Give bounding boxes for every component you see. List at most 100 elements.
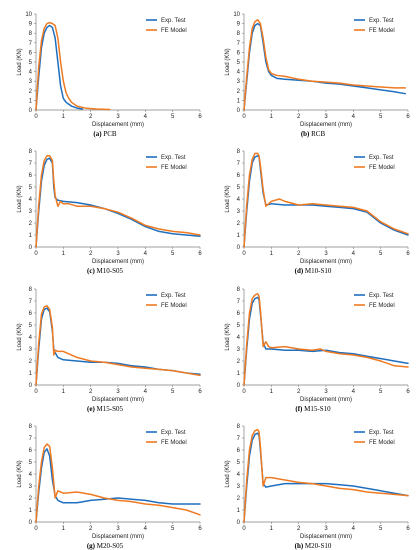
- y-tick-label: 1: [29, 98, 33, 104]
- series-line: [35, 21, 111, 111]
- x-tick-label: 1: [62, 251, 66, 257]
- y-tick-label: 5: [29, 460, 33, 466]
- y-tick-label: 6: [29, 50, 33, 56]
- y-tick-label: 4: [237, 335, 241, 341]
- x-tick-label: 5: [379, 114, 383, 120]
- y-tick-label: 5: [237, 460, 241, 466]
- series-line: [243, 432, 409, 523]
- x-tick-label: 5: [171, 526, 175, 532]
- y-tick-label: 2: [237, 496, 241, 502]
- series-line: [35, 307, 201, 386]
- chart-panel: 0 1 2 3 4 5 6 7 8 0 1 2 3 4 5 6 Displacement (mm) Load (K…: [17, 424, 202, 550]
- x-tick-label: 2: [89, 114, 93, 120]
- x-tick-label: 0: [34, 251, 38, 257]
- y-tick-label: 3: [237, 209, 241, 215]
- legend-label: Exp. Test: [369, 430, 394, 436]
- legend-label: FE Model: [161, 303, 187, 309]
- x-tick-label: 4: [352, 251, 356, 257]
- y-tick-label: 5: [29, 185, 33, 191]
- x-tick-label: 1: [270, 251, 274, 257]
- x-axis-label: Displacement (mm): [300, 122, 352, 128]
- panel-caption: (f) M15-S10: [295, 405, 331, 413]
- x-tick-label: 1: [62, 114, 66, 120]
- x-tick-label: 4: [144, 526, 148, 532]
- y-axis-label: Load (KN): [17, 48, 23, 75]
- legend-label: FE Model: [369, 28, 395, 34]
- x-tick-label: 5: [171, 251, 175, 257]
- x-tick-label: 2: [89, 526, 93, 532]
- legend-label: FE Model: [369, 303, 395, 309]
- y-tick-label: 4: [237, 70, 241, 76]
- series-line: [35, 305, 201, 386]
- y-tick-label: 0: [237, 245, 241, 251]
- panel-caption-tag: (b): [301, 130, 310, 138]
- x-tick-label: 0: [34, 389, 38, 395]
- x-tick-label: 0: [242, 114, 246, 120]
- y-tick-label: 0: [29, 245, 33, 251]
- panel-caption: (g) M20-S05: [87, 542, 124, 550]
- y-tick-label: 7: [29, 436, 33, 442]
- x-tick-label: 0: [242, 389, 246, 395]
- panel-caption-tag: (g): [87, 542, 96, 550]
- x-tick-label: 1: [62, 526, 66, 532]
- panel-caption-tag: (a): [93, 130, 102, 138]
- series-line: [35, 443, 201, 523]
- panel-caption-name: M15-S05: [97, 405, 124, 413]
- legend-label: FE Model: [161, 440, 187, 446]
- x-tick-label: 3: [324, 526, 328, 532]
- x-tick-label: 6: [406, 114, 410, 120]
- y-tick-label: 8: [29, 149, 33, 155]
- legend-label: FE Model: [369, 440, 395, 446]
- chart-panel: 0 1 2 3 4 5 6 7 8 0 1 2 3 4 5 6 Displacement (mm) Load (K…: [17, 149, 202, 275]
- series-line: [243, 428, 409, 523]
- x-tick-label: 0: [34, 526, 38, 532]
- x-tick-label: 3: [116, 526, 120, 532]
- y-tick-label: 2: [237, 359, 241, 365]
- legend-label: Exp. Test: [161, 155, 186, 161]
- y-tick-label: 7: [237, 299, 241, 305]
- legend-label: Exp. Test: [161, 293, 186, 299]
- x-tick-label: 3: [324, 251, 328, 257]
- y-tick-label: 3: [29, 484, 33, 490]
- panel-caption: (e) M15-S05: [87, 405, 123, 413]
- panel-caption: (a) PCB: [93, 130, 116, 138]
- x-tick-label: 1: [270, 526, 274, 532]
- x-tick-label: 4: [144, 251, 148, 257]
- x-tick-label: 6: [198, 114, 202, 120]
- x-tick-label: 6: [406, 251, 410, 257]
- y-tick-label: 6: [237, 50, 241, 56]
- x-tick-label: 4: [352, 389, 356, 395]
- series-line: [35, 448, 201, 523]
- series-line: [243, 22, 407, 111]
- x-tick-label: 6: [198, 251, 202, 257]
- x-tick-label: 5: [171, 114, 175, 120]
- series-line: [35, 155, 201, 248]
- panel-caption: (d) M10-S10: [295, 267, 332, 275]
- y-tick-label: 6: [29, 173, 33, 179]
- y-tick-label: 9: [29, 22, 33, 28]
- x-axis-label: Displacement (mm): [300, 534, 352, 540]
- y-tick-label: 3: [237, 484, 241, 490]
- x-axis-label: Displacement (mm): [300, 397, 352, 403]
- y-tick-label: 3: [29, 79, 33, 85]
- y-tick-label: 5: [29, 323, 33, 329]
- y-tick-label: 3: [237, 79, 241, 85]
- x-tick-label: 2: [89, 389, 93, 395]
- legend-label: FE Model: [161, 165, 187, 171]
- y-tick-label: 8: [237, 149, 241, 155]
- legend-label: Exp. Test: [161, 430, 186, 436]
- series-line: [243, 19, 407, 111]
- x-tick-label: 2: [297, 114, 301, 120]
- panel-caption-name: M20-S10: [305, 542, 332, 550]
- x-tick-label: 5: [171, 389, 175, 395]
- y-tick-label: 6: [29, 311, 33, 317]
- x-tick-label: 4: [144, 389, 148, 395]
- y-tick-label: 3: [29, 347, 33, 353]
- x-tick-label: 1: [270, 389, 274, 395]
- y-tick-label: 3: [29, 209, 33, 215]
- x-tick-label: 6: [406, 526, 410, 532]
- chart-panel: 0 1 2 3 4 5 6 7 8 0 1 2 3 4 5 6 Displacement (mm) Load (K…: [17, 287, 202, 413]
- y-axis-label: Load (KN): [225, 48, 231, 75]
- panel-caption-tag: (d): [295, 267, 304, 275]
- chart-panel: 0 1 2 3 4 5 6 7 8 0 1 2 3 4 5 6 Displacement (mm) Load (K…: [225, 149, 410, 275]
